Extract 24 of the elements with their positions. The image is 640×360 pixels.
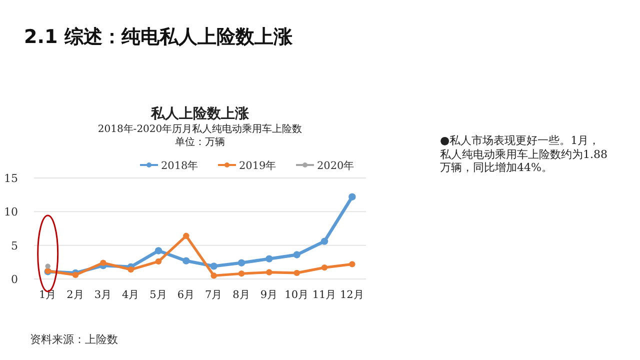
text: 2.1 综述：纯电私人上险数上涨 bbox=[24, 25, 292, 50]
y-tick-label: 15 bbox=[4, 172, 18, 185]
x-tick-label: 10月 bbox=[284, 289, 310, 301]
x-tick-label: 6月 bbox=[177, 289, 196, 301]
text: 单位：万辆 bbox=[175, 136, 225, 148]
x-tick-label: 5月 bbox=[150, 289, 168, 301]
x-tick-label: 2月 bbox=[66, 289, 84, 301]
x-tick-label: 7月 bbox=[204, 289, 223, 301]
legend-label: 2020年 bbox=[317, 160, 355, 172]
chart-subtitle: 2018年-2020年历月私人纯电动乘用车上险数 bbox=[98, 123, 302, 135]
x-tick-label: 11月 bbox=[312, 289, 337, 301]
y-tick-label: 0 bbox=[11, 273, 18, 286]
x-tick-label: 9月 bbox=[260, 289, 278, 301]
x-tick-label: 8月 bbox=[232, 289, 250, 301]
x-tick-label: 4月 bbox=[122, 289, 140, 301]
legend-label: 2019年 bbox=[239, 160, 277, 172]
text: 资料来源：上险数 bbox=[30, 332, 118, 347]
x-tick-label: 12月 bbox=[340, 289, 364, 301]
chart-title: 私人上险数上涨 bbox=[150, 106, 250, 122]
y-tick-label: 10 bbox=[4, 206, 18, 219]
y-tick-label: 5 bbox=[11, 239, 18, 252]
legend-label: 2018年 bbox=[161, 160, 199, 172]
text: ●私人市场表现更好一些。1月，私人纯电动乘用车上险数约为1.88万辆，同比增加44%。 bbox=[440, 134, 608, 174]
x-tick-label: 3月 bbox=[94, 289, 112, 301]
